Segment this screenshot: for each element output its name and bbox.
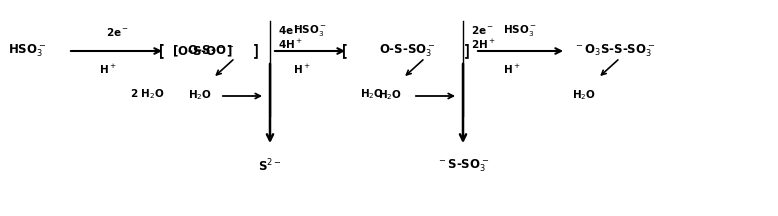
Text: S$^{2-}$: S$^{2-}$ bbox=[258, 158, 282, 175]
Text: $^-$O$_3$S-S-SO$_3^-$: $^-$O$_3$S-S-SO$_3^-$ bbox=[574, 43, 655, 59]
Text: H$^+$: H$^+$ bbox=[503, 63, 520, 76]
Text: 2 H$_2$O: 2 H$_2$O bbox=[130, 87, 165, 101]
Text: 4e$^-$: 4e$^-$ bbox=[278, 24, 301, 36]
Text: HSO$_3^-$: HSO$_3^-$ bbox=[293, 23, 327, 38]
Text: H$_2$O: H$_2$O bbox=[572, 88, 596, 102]
Text: [: [ bbox=[340, 43, 349, 59]
Text: H$^+$: H$^+$ bbox=[293, 63, 310, 76]
Text: H$_2$O: H$_2$O bbox=[360, 87, 384, 101]
Text: 2e$^-$: 2e$^-$ bbox=[471, 24, 494, 36]
Text: H$_2$O: H$_2$O bbox=[378, 88, 402, 102]
Text: 2e$^-$: 2e$^-$ bbox=[107, 26, 129, 38]
Text: O-S-SO$_3^-$: O-S-SO$_3^-$ bbox=[379, 43, 435, 59]
Text: ]: ] bbox=[252, 43, 261, 59]
Text: $^-$S-SO$_3^-$: $^-$S-SO$_3^-$ bbox=[437, 158, 489, 175]
Text: H$_2$O: H$_2$O bbox=[188, 88, 212, 102]
Text: H$^+$: H$^+$ bbox=[100, 63, 117, 76]
Text: 2H$^+$: 2H$^+$ bbox=[471, 38, 496, 51]
Text: HSO$_3^-$: HSO$_3^-$ bbox=[503, 23, 537, 38]
Text: ]: ] bbox=[463, 43, 471, 59]
Text: O-S-O$^-$: O-S-O$^-$ bbox=[187, 44, 235, 57]
Text: 4H$^+$: 4H$^+$ bbox=[278, 38, 303, 51]
Text: HSO$_3^-$: HSO$_3^-$ bbox=[8, 43, 46, 59]
Text: [O-S-O$^-$]: [O-S-O$^-$] bbox=[172, 43, 233, 59]
Text: [: [ bbox=[157, 43, 166, 59]
